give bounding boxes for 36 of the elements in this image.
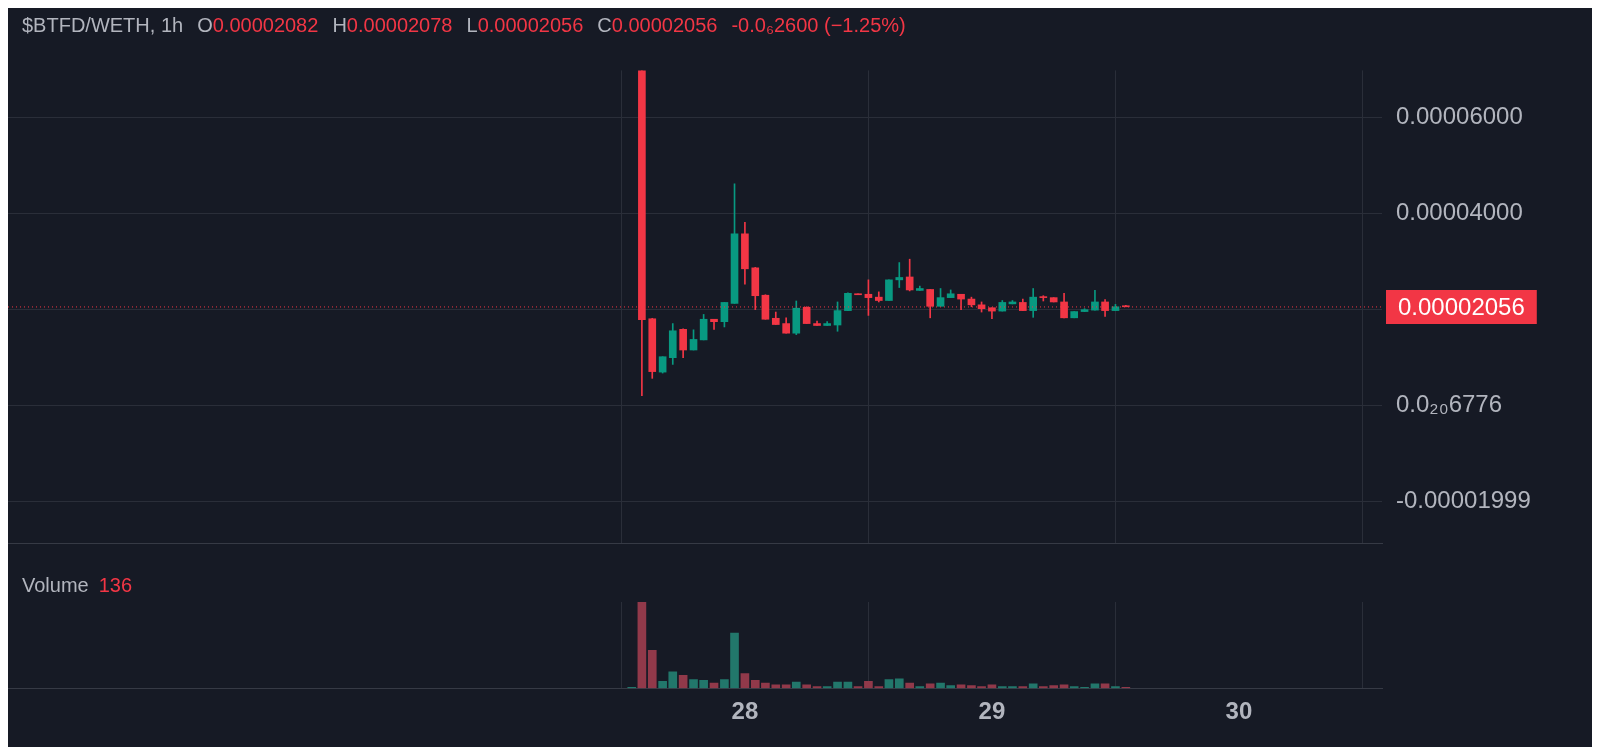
candlestick [895, 262, 904, 288]
bar [833, 681, 842, 689]
y-tick-label: 0.00004000 [1396, 198, 1523, 226]
bar [884, 679, 894, 689]
bar [1028, 683, 1038, 689]
bar [894, 678, 904, 689]
bar [740, 673, 750, 689]
y-tick-label: 0.0₂₀6776 [1396, 390, 1503, 418]
bar [1111, 686, 1120, 689]
text: -0.0₆2600 (−1.25%) [731, 14, 906, 36]
text: H0.00002078 [332, 14, 453, 36]
x-tick-label: 30 [1225, 697, 1253, 725]
x-tick-label: 29 [978, 697, 1006, 725]
text: O0.00002082 [197, 14, 319, 36]
ref-line-label: 0.00002056 [1398, 292, 1525, 320]
bar [925, 683, 935, 689]
bar [781, 684, 791, 689]
x-tick-label: 28 [731, 697, 759, 725]
bar [637, 602, 647, 689]
bar [1018, 686, 1028, 689]
bar [647, 649, 657, 689]
text: L0.00002056 [466, 14, 584, 36]
text: C0.00002056 [597, 14, 718, 36]
bar [791, 681, 801, 689]
chart-title: Volume [22, 574, 89, 596]
y-tick-label: 0.00006000 [1396, 102, 1523, 130]
bar [802, 684, 811, 689]
chart-title: $BTFD/WETH, 1h [22, 14, 184, 36]
bar [915, 686, 925, 689]
bar [905, 682, 914, 689]
y-tick-label: -0.00001999 [1396, 486, 1531, 514]
bar [956, 684, 966, 689]
bar [1059, 684, 1069, 689]
bar [678, 674, 688, 689]
bar [987, 684, 997, 689]
text: 136 [98, 574, 133, 596]
